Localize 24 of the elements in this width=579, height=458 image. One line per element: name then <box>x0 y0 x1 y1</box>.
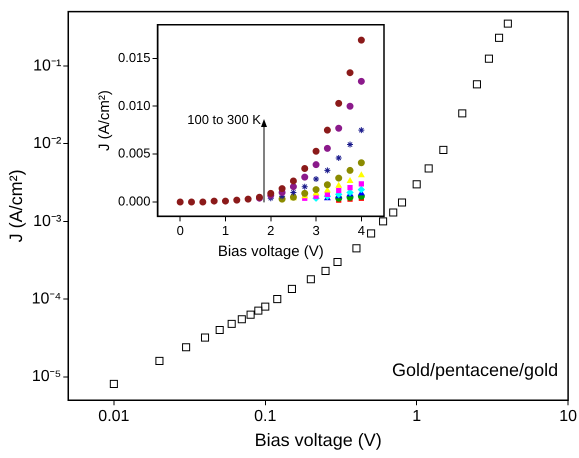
y-tick-label: 10⁻⁴ <box>32 290 62 308</box>
x-tick-label: 1 <box>222 222 230 238</box>
y-tick-label: 10⁻⁵ <box>32 368 62 386</box>
annotation: Gold/pentacene/gold <box>392 360 558 380</box>
y-tick-label: 0.015 <box>118 50 151 65</box>
x-tick-label: 2 <box>267 222 274 238</box>
x-axis-title: Bias voltage (V) <box>218 243 324 260</box>
y-tick-label: 10⁻³ <box>33 212 62 230</box>
y-tick-label: 10⁻¹ <box>33 57 62 74</box>
x-tick-label: 3 <box>312 222 320 238</box>
x-tick-label: 1 <box>412 408 422 426</box>
y-tick-label: 10⁻² <box>33 135 62 152</box>
y-axis-title: J (A/cm²) <box>6 169 26 242</box>
y-tick-label: 0.000 <box>118 194 151 209</box>
y-tick-label: 0.010 <box>118 98 151 113</box>
x-axis-title: Bias voltage (V) <box>254 430 382 450</box>
x-tick-label: 0 <box>176 222 184 238</box>
y-axis-title: J (A/cm²) <box>96 90 114 152</box>
y-tick-label: 0.005 <box>118 146 151 161</box>
annotation: 100 to 300 K <box>187 112 262 128</box>
x-tick-label: 4 <box>358 222 365 238</box>
x-tick-label: 0.1 <box>254 408 276 426</box>
x-tick-label: 10 <box>559 408 578 426</box>
x-tick-label: 0.01 <box>98 408 130 426</box>
